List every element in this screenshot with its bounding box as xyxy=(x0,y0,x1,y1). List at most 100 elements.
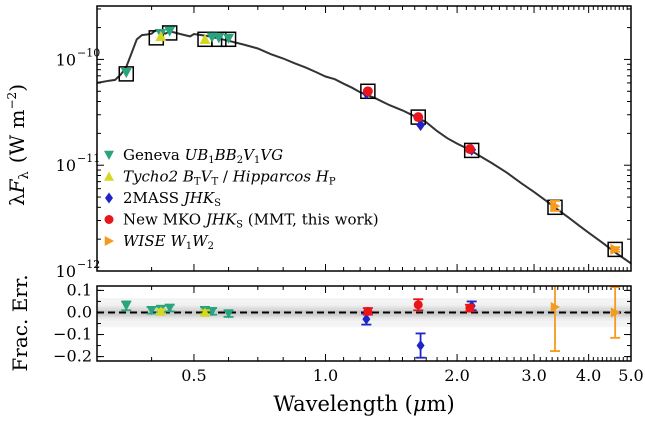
data-point xyxy=(223,33,235,44)
x-tick-label: 4.0 xyxy=(576,366,601,385)
legend-label: 2MASS JHKS xyxy=(123,189,221,209)
x-tick-label: 2.0 xyxy=(444,366,469,385)
y-tick-label: 10 −10 xyxy=(56,46,101,69)
y-tick-label-exp: −11 xyxy=(77,152,100,165)
legend-label-part: S xyxy=(236,220,243,231)
legend-label-part: 2MASS xyxy=(123,189,184,207)
synthetic-photometry-box xyxy=(607,241,623,258)
legend-label-part: WISE xyxy=(123,232,170,250)
legend-label-part: UB xyxy=(185,146,209,164)
residual-point xyxy=(200,307,211,317)
y-tick-label: 10 −11 xyxy=(56,152,101,175)
data-point xyxy=(213,33,225,44)
res-y-tick-label: 0.1 xyxy=(67,280,92,299)
x-axis-label: Wavelength (μm) xyxy=(273,392,454,416)
legend-label-part: W xyxy=(192,232,209,250)
data-point xyxy=(464,144,475,155)
legend-marker xyxy=(104,171,114,181)
y-axis-label: λFλ (W m−2) xyxy=(5,84,32,206)
y-tick-label-base: 10 xyxy=(56,50,76,69)
legend-marker xyxy=(104,215,114,224)
res-y-tick-label: 0.0 xyxy=(67,302,92,321)
legend-label-part: B xyxy=(182,168,194,186)
synthetic-photometry-box xyxy=(220,31,237,48)
model-sed-line xyxy=(97,28,631,265)
res-y-tick-label: −0.2 xyxy=(53,347,92,366)
residual-point xyxy=(363,306,373,316)
legend-label-part: Geneva xyxy=(123,146,185,164)
synthetic-photometry-box xyxy=(360,83,376,100)
legend-label: WISE W1W2 xyxy=(123,232,214,252)
main-axes-frame xyxy=(96,5,632,272)
data-point xyxy=(550,200,561,212)
legend-marker xyxy=(104,236,114,246)
x-tick-label: 0.5 xyxy=(181,366,206,385)
legend-label-part: 2 xyxy=(208,241,214,252)
legend-label-part: (MMT, this work) xyxy=(243,211,379,229)
legend-label-part: / xyxy=(218,168,233,186)
legend-label-part: T xyxy=(194,177,201,188)
x-axis-label-part: μ xyxy=(413,392,427,416)
y-axis-label-part: λ xyxy=(17,171,32,179)
residual-point xyxy=(465,303,475,313)
residual-point xyxy=(164,303,175,314)
legend-marker xyxy=(104,150,114,160)
residual-point xyxy=(413,300,423,310)
legend-label-part: W xyxy=(170,232,187,250)
residual-point xyxy=(223,309,234,319)
data-point xyxy=(362,86,373,97)
x-tick-label: 5.0 xyxy=(618,366,643,385)
y-axis-label-part: λ xyxy=(5,193,29,206)
legend-label-part: Hipparcos xyxy=(232,168,316,186)
residual-point xyxy=(550,301,560,312)
legend-label-part: BB xyxy=(214,146,237,164)
residual-point xyxy=(610,307,621,318)
y-axis-label-part: (W m xyxy=(5,109,29,163)
residual-panel: 0.1 0.0 −0.1 −0.2 Frac. Err. 0.5 1.0 2.0 3.0 4.0 5… xyxy=(8,274,644,416)
legend-label-part: H xyxy=(315,168,330,186)
y-axis-label-part: −2 xyxy=(5,92,19,110)
legend-label-part: JHK xyxy=(181,189,215,207)
x-tick-label: 3.0 xyxy=(521,366,546,385)
data-point xyxy=(164,26,176,37)
residual-y-axis-label: Frac. Err. xyxy=(8,274,32,371)
legend-label-part: VG xyxy=(260,146,283,164)
synthetic-photometry-box xyxy=(118,66,135,82)
legend-label-part: V xyxy=(243,146,256,164)
y-tick-label-exp: −12 xyxy=(77,258,100,271)
data-point xyxy=(155,30,167,42)
residual-point xyxy=(146,306,157,316)
legend-label-part: V xyxy=(201,168,214,186)
legend-marker xyxy=(105,192,113,204)
legend-label-part: S xyxy=(214,198,221,209)
legend-label-part: 2 xyxy=(237,155,243,166)
data-point xyxy=(413,112,424,123)
residual-point xyxy=(416,340,425,352)
x-tick-label: 1.0 xyxy=(313,366,338,385)
data-point xyxy=(610,243,621,255)
legend-label-part: 1 xyxy=(208,155,214,166)
residual-point xyxy=(362,313,371,325)
legend-label-part: T xyxy=(211,177,218,188)
residual-plot-area xyxy=(97,286,631,359)
legend-label-part: 1 xyxy=(186,241,192,252)
res-y-tick-label: −0.1 xyxy=(53,325,92,344)
data-point xyxy=(199,33,211,44)
legend-label-part: P xyxy=(329,177,336,188)
legend-label-part: JHK xyxy=(203,211,237,229)
residual-point xyxy=(155,306,166,316)
y-tick-label-base: 10 xyxy=(56,262,76,281)
y-tick-label: 10 −12 xyxy=(56,258,101,281)
y-axis-label-part: F xyxy=(5,178,29,194)
plot-area xyxy=(97,25,631,265)
legend-label: New MKO JHKS (MMT, this work) xyxy=(123,211,379,231)
y-axis-label-part: ) xyxy=(5,84,29,92)
legend-label-part: New MKO xyxy=(123,211,206,229)
y-tick-label-exp: −10 xyxy=(77,46,100,59)
legend-label-part: Tycho2 xyxy=(123,168,183,186)
data-point xyxy=(416,118,425,132)
y-tick-label-base: 10 xyxy=(56,156,76,175)
x-axis-label-part: Wavelength ( xyxy=(273,392,413,416)
